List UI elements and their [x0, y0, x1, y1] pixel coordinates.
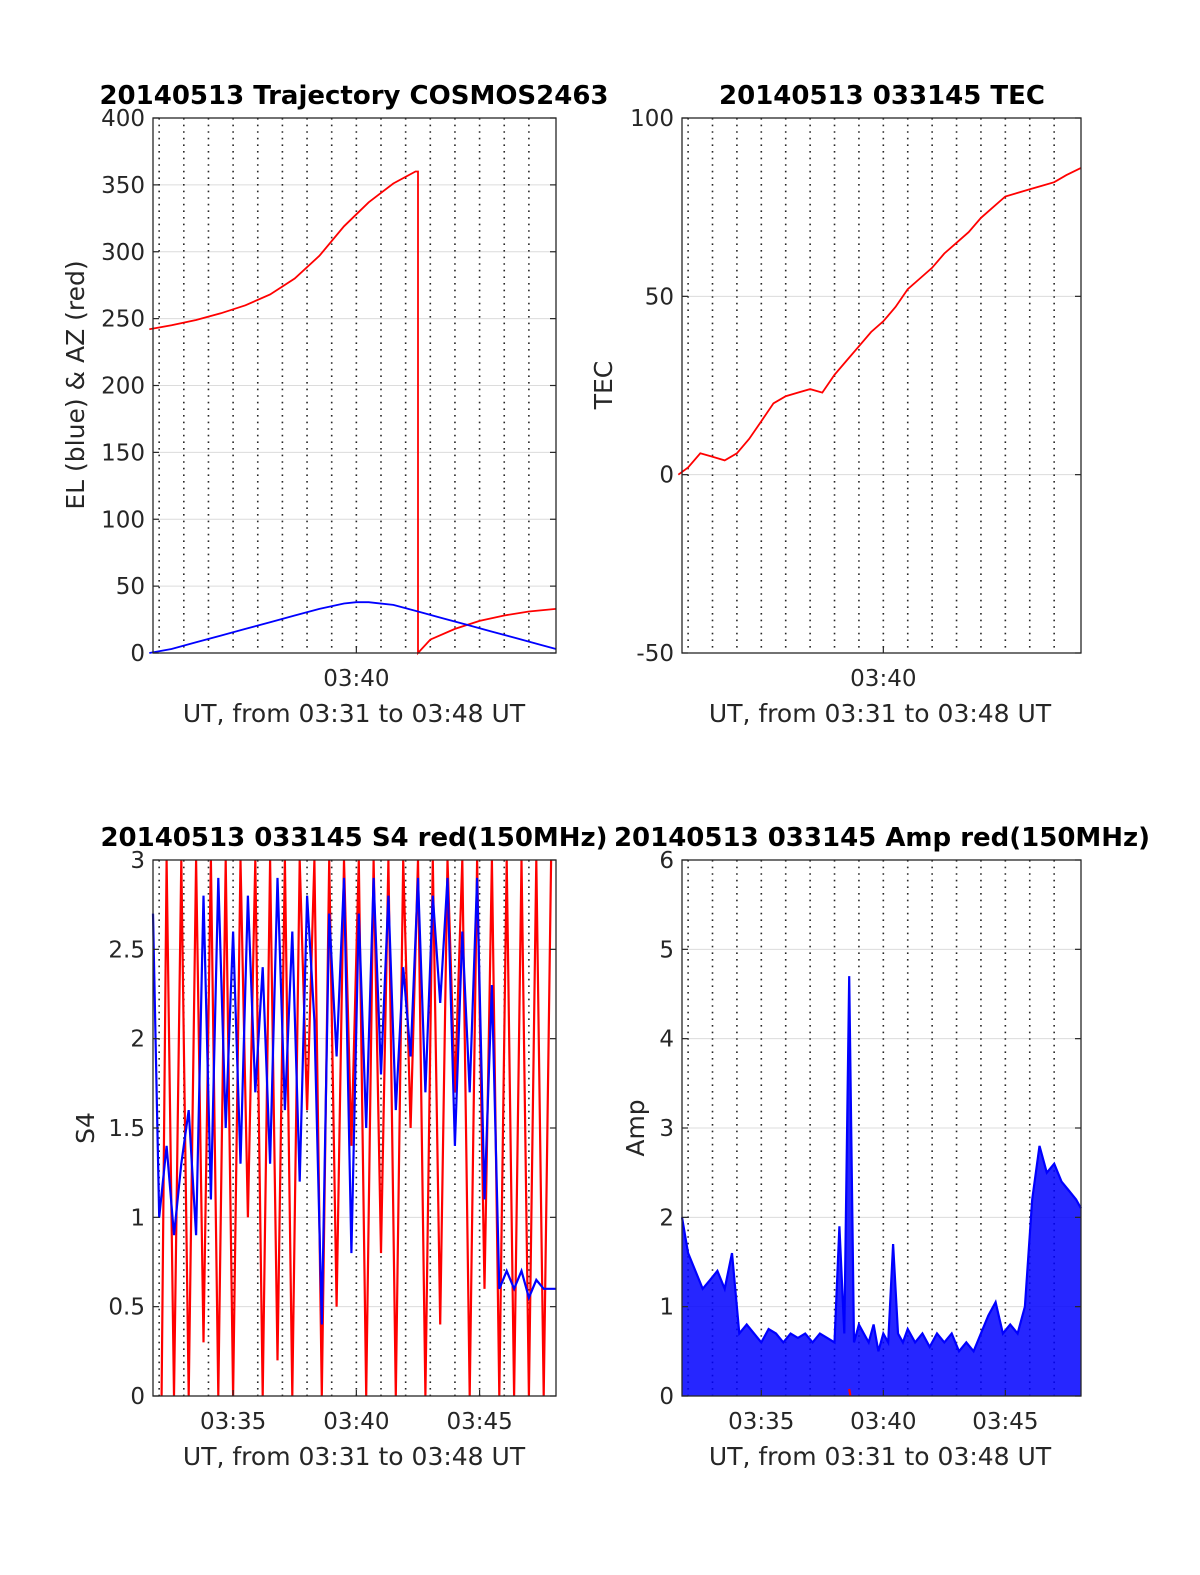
y-axis-label: EL (blue) & AZ (red) [61, 260, 90, 509]
y-tick-label: 2.5 [108, 937, 145, 963]
y-tick-label: 0 [130, 1384, 145, 1410]
panel-tec: -50 0 50 100 03:40 20140513 033145 TEC UT, f… [589, 81, 1082, 728]
x-tick-label: 03:45 [446, 1409, 512, 1435]
marks-tec [677, 167, 1082, 476]
y-tick-label: 150 [101, 440, 145, 466]
x-tick-label: 03:40 [323, 666, 389, 692]
x-tick-label: 03:40 [850, 666, 916, 692]
y-tick-label: 100 [101, 507, 145, 533]
y-tick-label: 100 [630, 106, 674, 132]
marks-amp [680, 976, 1082, 1397]
y-tick-label: 0 [659, 1384, 674, 1410]
marks-trajectory [149, 170, 557, 656]
y-tick-label: 50 [116, 574, 145, 600]
x-tick-label: 03:40 [323, 1409, 389, 1435]
y-tick-label: 5 [659, 937, 674, 963]
panel-amp: 0 1 2 3 4 5 6 03:35 03:40 03:45 20140513 033145 A… [614, 823, 1150, 1471]
y-tick-label: 200 [101, 374, 145, 400]
x-tick-label: 03:35 [200, 1409, 266, 1435]
x-tick-label: 03:35 [728, 1409, 794, 1435]
chart-title: 20140513 033145 Amp red(150MHz) [614, 823, 1150, 853]
series-line-amp-red [848, 1388, 852, 1397]
y-tick-label: -50 [636, 641, 674, 667]
y-tick-label: 0.5 [108, 1295, 145, 1321]
series-line-el [149, 601, 557, 654]
panel-trajectory: 0 50 100 150 200 250 300 350 400 03:40 20140513 T… [61, 81, 609, 728]
x-axis-label: UT, from 03:31 to 03:48 UT [709, 1442, 1052, 1471]
y-tick-label: 350 [101, 173, 145, 199]
ticks-tec: -50 0 50 100 03:40 [630, 106, 1081, 692]
chart-title: 20140513 033145 S4 red(150MHz) [100, 823, 607, 853]
series-line-s4-red [160, 859, 553, 1397]
y-axis-label: S4 [71, 1112, 100, 1144]
y-tick-label: 1 [130, 1205, 145, 1231]
series-line-tec [677, 167, 1082, 476]
plot-area-tec [682, 118, 1081, 653]
y-tick-label: 3 [659, 1116, 674, 1142]
y-axis-label: TEC [589, 361, 618, 411]
y-tick-label: 2 [659, 1205, 674, 1231]
ticks-s4: 0 0.5 1 1.5 2 2.5 3 03:35 03:40 03:45 [108, 848, 556, 1435]
marks-s4 [151, 859, 556, 1397]
ticks-trajectory: 0 50 100 150 200 250 300 350 400 03:40 [101, 106, 556, 692]
panel-s4: 0 0.5 1 1.5 2 2.5 3 03:35 03:40 03:45 20140513 03… [71, 823, 608, 1471]
y-tick-label: 3 [130, 848, 145, 874]
series-area-amp [682, 976, 1081, 1396]
y-tick-label: 0 [659, 463, 674, 489]
series-line-az [149, 170, 557, 656]
axes-box-tec [681, 117, 1082, 654]
x-tick-label: 03:40 [850, 1409, 916, 1435]
series-line-s4-blue [151, 877, 556, 1325]
chart-title: 20140513 033145 TEC [719, 81, 1045, 111]
y-tick-label: 400 [101, 106, 145, 132]
y-tick-label: 6 [659, 848, 674, 874]
y-tick-label: 1 [659, 1295, 674, 1321]
chart-title: 20140513 Trajectory COSMOS2463 [99, 81, 608, 111]
ticks-amp: 0 1 2 3 4 5 6 03:35 03:40 03:45 [659, 848, 1081, 1435]
y-tick-label: 2 [130, 1027, 145, 1053]
y-tick-label: 0 [130, 641, 145, 667]
y-tick-label: 4 [659, 1027, 674, 1053]
x-axis-label: UT, from 03:31 to 03:48 UT [183, 699, 526, 728]
x-tick-label: 03:45 [972, 1409, 1038, 1435]
x-axis-label: UT, from 03:31 to 03:48 UT [709, 699, 1052, 728]
y-tick-label: 300 [101, 240, 145, 266]
y-tick-label: 1.5 [108, 1116, 145, 1142]
y-tick-label: 250 [101, 307, 145, 333]
y-axis-label: Amp [621, 1099, 650, 1156]
x-axis-label: UT, from 03:31 to 03:48 UT [183, 1442, 526, 1471]
y-tick-label: 50 [645, 284, 674, 310]
